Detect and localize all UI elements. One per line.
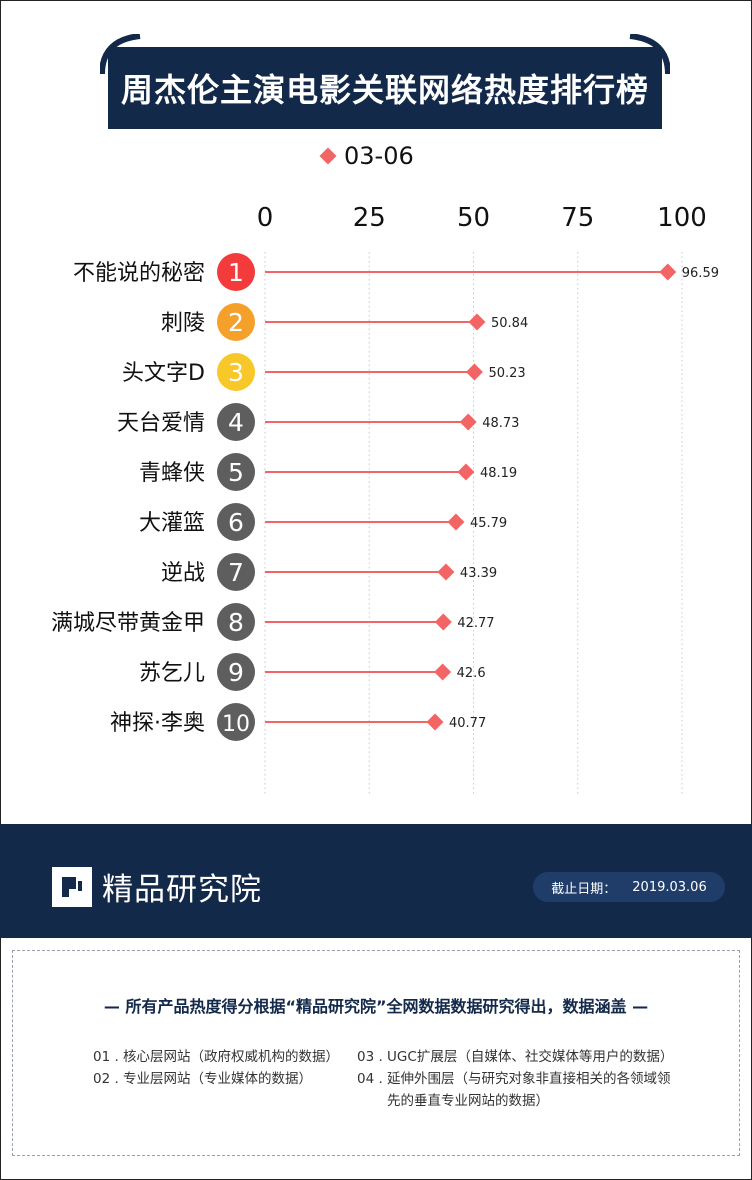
x-tick-label-50: 50 xyxy=(457,203,490,233)
data-point-7 xyxy=(437,563,455,581)
legend-diamond-icon xyxy=(319,147,337,165)
footer-bar: 精品研究院 截止日期： 2019.03.06 xyxy=(0,824,752,938)
rank-badge-4 xyxy=(217,403,255,441)
rank-badge-10 xyxy=(217,703,255,741)
category-label-5: 青蜂侠 xyxy=(139,461,205,486)
x-tick-label-0: 0 xyxy=(257,203,274,233)
note-item-2: 02 . 专业层网站（专业媒体的数据） xyxy=(93,1071,313,1087)
category-label-7: 逆战 xyxy=(161,561,205,586)
value-label-3: 50.23 xyxy=(488,366,525,381)
note-item-4-line2: 先的垂直专业网站的数据） xyxy=(387,1093,549,1109)
logo-text: 精品研究院 xyxy=(102,872,262,908)
data-point-8 xyxy=(434,613,452,631)
data-point-1 xyxy=(659,263,677,281)
cutoff-date-label: 截止日期： xyxy=(551,881,617,897)
value-label-10: 40.77 xyxy=(449,716,486,731)
rank-badge-5 xyxy=(217,453,255,491)
rank-number-6: 6 xyxy=(228,508,244,537)
legend-label: 03-06 xyxy=(344,142,414,170)
value-label-2: 50.84 xyxy=(491,316,528,331)
category-label-2: 刺陵 xyxy=(161,311,205,336)
value-label-8: 42.77 xyxy=(457,616,494,631)
rank-badge-8 xyxy=(217,603,255,641)
rank-badge-7 xyxy=(217,553,255,591)
rank-number-1: 1 xyxy=(228,258,244,287)
rank-number-5: 5 xyxy=(228,458,244,487)
note-heading: — 所有产品热度得分根据“精品研究院”全网数据数据研究得出，数据涵盖 — xyxy=(103,997,649,1016)
value-label-6: 45.79 xyxy=(470,516,507,531)
note-item-1: 01 . 核心层网站（政府权威机构的数据） xyxy=(93,1049,340,1065)
category-label-6: 大灌篮 xyxy=(139,511,205,536)
category-label-1: 不能说的秘密 xyxy=(73,261,205,286)
logo-icon xyxy=(52,866,92,907)
data-point-6 xyxy=(447,513,465,531)
value-label-7: 43.39 xyxy=(460,566,497,581)
chart-title: 周杰伦主演电影关联网络热度排行榜 xyxy=(108,47,662,129)
category-label-8: 满城尽带黄金甲 xyxy=(51,611,205,636)
rank-badge-6 xyxy=(217,503,255,541)
category-label-4: 天台爱情 xyxy=(117,411,205,436)
data-point-2 xyxy=(468,313,486,331)
x-tick-label-75: 75 xyxy=(561,203,594,233)
x-tick-label-25: 25 xyxy=(353,203,386,233)
rank-number-9: 9 xyxy=(228,658,244,687)
cutoff-date-value: 2019.03.06 xyxy=(632,879,707,895)
data-source-note: — 所有产品热度得分根据“精品研究院”全网数据数据研究得出，数据涵盖 — 01 … xyxy=(12,950,740,1156)
rank-badge-1 xyxy=(217,253,255,291)
note-item-4-line1: 04 . 延伸外围层（与研究对象非直接相关的各领域领 xyxy=(357,1071,671,1087)
data-point-4 xyxy=(459,413,477,431)
category-label-9: 苏乞儿 xyxy=(139,661,205,686)
rank-number-3: 3 xyxy=(228,358,244,387)
value-label-4: 48.73 xyxy=(482,416,519,431)
rank-badge-9 xyxy=(217,653,255,691)
rank-number-7: 7 xyxy=(228,558,244,587)
value-label-1: 96.59 xyxy=(682,266,719,281)
data-point-5 xyxy=(457,463,475,481)
rank-badge-2 xyxy=(217,303,255,341)
data-point-10 xyxy=(426,713,444,731)
cutoff-date-badge: 截止日期： 2019.03.06 xyxy=(533,872,725,902)
rank-number-2: 2 xyxy=(228,308,244,337)
chart-legend: 03-06 xyxy=(319,142,414,170)
data-point-9 xyxy=(434,663,452,681)
rank-number-4: 4 xyxy=(228,408,244,437)
category-label-3: 头文字D xyxy=(122,361,205,386)
note-item-3: 03 . UGC扩展层（自媒体、社交媒体等用户的数据） xyxy=(357,1049,674,1065)
category-label-10: 神探·李奥 xyxy=(110,711,205,736)
x-tick-label-100: 100 xyxy=(657,203,707,233)
rank-number-10: 10 xyxy=(222,712,250,737)
rank-badge-3 xyxy=(217,353,255,391)
value-label-9: 42.6 xyxy=(457,666,486,681)
data-point-3 xyxy=(465,363,483,381)
rank-number-8: 8 xyxy=(228,608,244,637)
value-label-5: 48.19 xyxy=(480,466,517,481)
brand-logo: 精品研究院 xyxy=(52,864,262,909)
